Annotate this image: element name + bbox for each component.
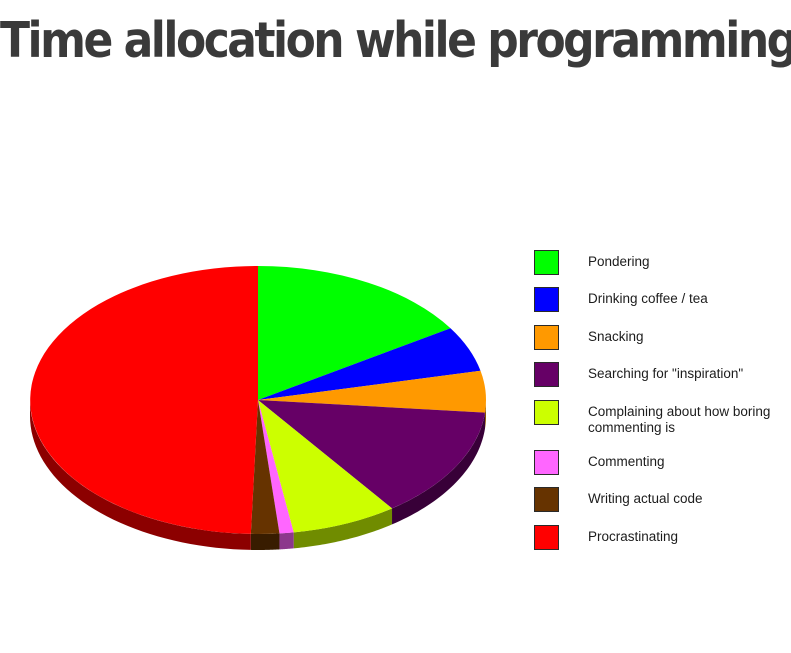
legend-label: Pondering xyxy=(588,254,650,269)
legend-swatch xyxy=(534,250,559,275)
legend-swatch xyxy=(534,487,559,512)
pie-slices xyxy=(30,266,487,534)
chart-title: Time allocation while programming xyxy=(0,12,791,70)
legend-swatch xyxy=(534,287,559,312)
legend-item: Writing actual code xyxy=(534,487,791,512)
legend-item: Procrastinating xyxy=(534,525,791,550)
pie-slice-7 xyxy=(30,266,258,534)
legend-label: Searching for "inspiration" xyxy=(588,366,744,381)
legend-label: Writing actual code xyxy=(588,491,703,506)
legend-swatch xyxy=(534,325,559,350)
legend-item: Searching for "inspiration" xyxy=(534,362,791,387)
pie-side-6 xyxy=(250,533,280,550)
pie-slice-0 xyxy=(258,266,451,400)
legend-swatch xyxy=(534,400,559,425)
pie-side-3 xyxy=(392,412,485,525)
legend-swatch xyxy=(534,362,559,387)
pie-side-2 xyxy=(484,400,486,429)
pie-slice-3 xyxy=(258,400,485,509)
legend-item: Complaining about how boring commenting … xyxy=(534,400,791,436)
pie-slice-1 xyxy=(258,328,481,400)
legend-label: Commenting xyxy=(588,454,665,469)
pie-slice-4 xyxy=(258,400,393,533)
legend-item: Commenting xyxy=(534,450,791,475)
pie-side-7 xyxy=(30,400,251,550)
legend-label: Complaining about how boring commenting … xyxy=(588,404,771,435)
legend-item: Drinking coffee / tea xyxy=(534,287,791,312)
legend-label: Procrastinating xyxy=(588,529,679,544)
pie-slice-2 xyxy=(258,370,487,413)
pie-side-5 xyxy=(279,532,294,550)
legend-item: Pondering xyxy=(534,250,791,275)
legend-item: Snacking xyxy=(534,325,791,350)
pie-slice-5 xyxy=(258,400,294,534)
legend-swatch xyxy=(534,450,559,475)
pie-side-walls xyxy=(30,400,486,550)
pie-side-4 xyxy=(293,508,393,549)
legend-label: Snacking xyxy=(588,329,644,344)
legend-swatch xyxy=(534,525,559,550)
pie-slice-6 xyxy=(250,400,280,534)
legend-label: Drinking coffee / tea xyxy=(588,291,708,306)
